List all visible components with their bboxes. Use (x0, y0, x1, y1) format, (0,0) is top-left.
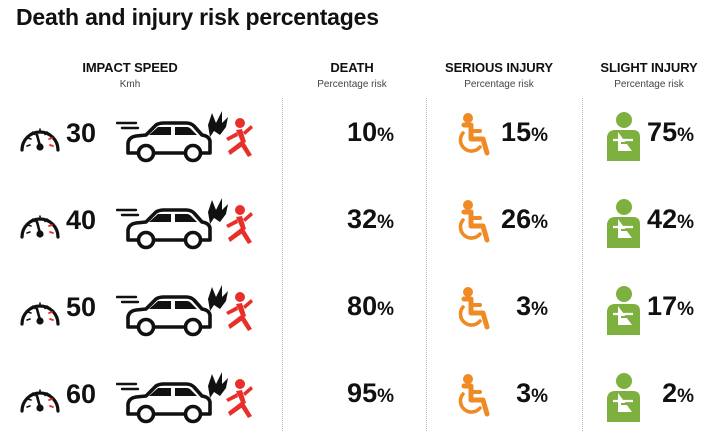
percent-sign: % (677, 125, 694, 146)
serious-injury-percentage: 26% (501, 204, 548, 235)
speedometer-icon (18, 120, 62, 156)
header-serious-injury: SERIOUS INJURY Percentage risk (424, 60, 574, 90)
speedometer-icon (18, 207, 62, 243)
car-hitting-pedestrian-icon (116, 372, 256, 426)
percent-sign: % (531, 386, 548, 407)
percent-sign: % (677, 386, 694, 407)
serious-injury-percentage: 3% (516, 378, 548, 409)
wheelchair-icon (453, 111, 493, 161)
table-row: 40 32% 26% 42% (0, 194, 722, 254)
arm-sling-icon (603, 198, 643, 248)
impact-speed-value: 40 (66, 205, 97, 235)
slight-injury-value: 75 (647, 117, 678, 147)
death-value: 95 (347, 378, 378, 408)
percent-sign: % (377, 212, 394, 233)
slight-injury-percentage: 2% (662, 378, 694, 409)
header-impact-speed-label: IMPACT SPEED (82, 60, 178, 75)
header-impact-speed-unit: Kmh (119, 79, 141, 90)
header-death: DEATH Percentage risk (292, 60, 412, 90)
car-hitting-pedestrian-icon (116, 285, 256, 339)
death-value: 32 (347, 204, 378, 234)
death-percentage: 10% (347, 117, 394, 148)
serious-injury-value: 3 (516, 378, 532, 408)
arm-sling-icon (603, 285, 643, 335)
percent-sign: % (531, 125, 548, 146)
serious-injury-value: 3 (516, 291, 532, 321)
header-slight-injury-sub: Percentage risk (614, 79, 684, 90)
serious-injury-percentage: 15% (501, 117, 548, 148)
table-row: 50 80% 3% 17% (0, 281, 722, 341)
column-divider (282, 98, 283, 431)
percent-sign: % (531, 299, 548, 320)
header-serious-injury-label: SERIOUS INJURY (445, 60, 553, 75)
slight-injury-percentage: 17% (647, 291, 694, 322)
wheelchair-icon (453, 198, 493, 248)
impact-speed-value: 30 (66, 118, 97, 148)
speedometer-icon (18, 381, 62, 417)
death-percentage: 80% (347, 291, 394, 322)
header-serious-injury-sub: Percentage risk (464, 79, 534, 90)
serious-injury-value: 26 (501, 204, 532, 234)
serious-injury-percentage: 3% (516, 291, 548, 322)
header-impact-speed: IMPACT SPEED Kmh (60, 60, 200, 90)
column-divider (582, 98, 583, 431)
wheelchair-icon (453, 372, 493, 422)
slight-injury-value: 2 (662, 378, 678, 408)
percent-sign: % (377, 386, 394, 407)
death-percentage: 32% (347, 204, 394, 235)
percent-sign: % (677, 212, 694, 233)
death-value: 10 (347, 117, 378, 147)
arm-sling-icon (603, 111, 643, 161)
death-value: 80 (347, 291, 378, 321)
impact-speed-value: 50 (66, 292, 97, 322)
car-hitting-pedestrian-icon (116, 198, 256, 252)
wheelchair-icon (453, 285, 493, 335)
car-hitting-pedestrian-icon (116, 111, 256, 165)
percent-sign: % (377, 125, 394, 146)
page-title: Death and injury risk percentages (16, 4, 379, 30)
arm-sling-icon (603, 372, 643, 422)
slight-injury-percentage: 42% (647, 204, 694, 235)
percent-sign: % (377, 299, 394, 320)
header-slight-injury: SLIGHT INJURY Percentage risk (584, 60, 714, 90)
death-percentage: 95% (347, 378, 394, 409)
speedometer-icon (18, 294, 62, 330)
slight-injury-value: 17 (647, 291, 678, 321)
slight-injury-value: 42 (647, 204, 678, 234)
table-row: 30 10% 15% 75% (0, 107, 722, 167)
table-row: 60 95% 3% 2% (0, 368, 722, 428)
header-death-sub: Percentage risk (317, 79, 387, 90)
header-slight-injury-label: SLIGHT INJURY (600, 60, 698, 75)
percent-sign: % (677, 299, 694, 320)
serious-injury-value: 15 (501, 117, 532, 147)
column-divider (426, 98, 427, 431)
header-death-label: DEATH (330, 60, 374, 75)
percent-sign: % (531, 212, 548, 233)
impact-speed-value: 60 (66, 379, 97, 409)
slight-injury-percentage: 75% (647, 117, 694, 148)
